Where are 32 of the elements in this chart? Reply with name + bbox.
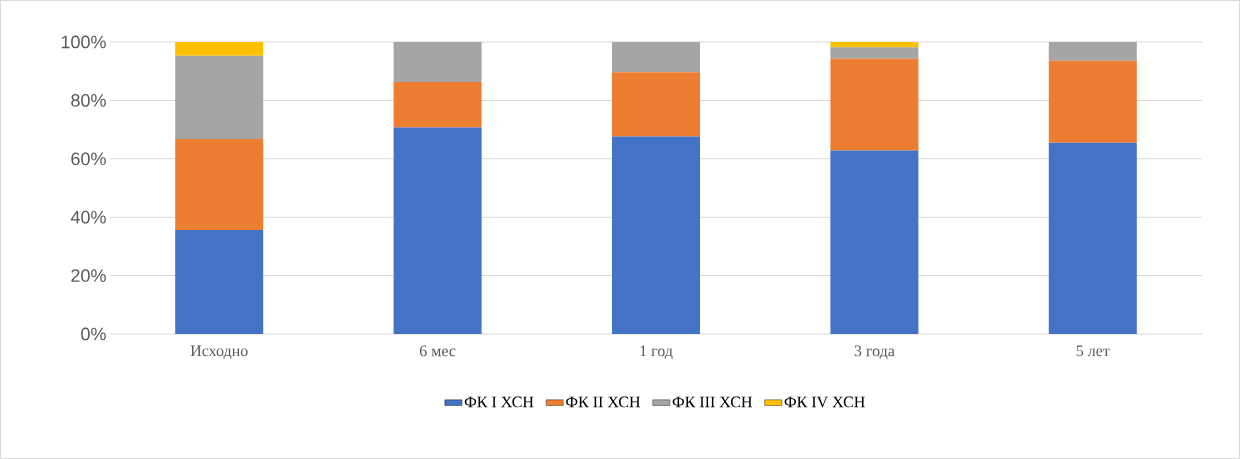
- bar: [612, 42, 700, 73]
- bar: [175, 138, 264, 231]
- y-tick-label: 40%: [70, 210, 106, 224]
- bar: [393, 42, 482, 82]
- bar: [393, 82, 482, 128]
- legend-label: ФК II ХСН: [566, 396, 641, 408]
- legend-label: ФК IV ХСН: [784, 396, 865, 408]
- bar: [1048, 42, 1137, 61]
- bar: [830, 47, 919, 59]
- bar: [612, 72, 700, 137]
- x-tick-label: 3 года: [854, 345, 895, 360]
- bar: [393, 127, 482, 334]
- y-tick-label: 20%: [71, 269, 106, 282]
- bar: [175, 230, 264, 334]
- bar: [830, 150, 919, 334]
- legend-label: ФК III ХСН: [672, 396, 753, 408]
- x-tick-label: 5 лет: [1076, 345, 1110, 357]
- x-tick-label: 6 мес: [419, 345, 456, 357]
- x-tick-label: 1 год: [640, 345, 673, 360]
- bar: [830, 58, 919, 151]
- bar: [175, 55, 264, 139]
- y-tick-label: 100%: [61, 35, 106, 49]
- bar: [1048, 60, 1137, 143]
- y-tick-label: 0%: [81, 327, 106, 341]
- bar: [830, 42, 919, 48]
- bar: [175, 42, 264, 56]
- bar: [1048, 142, 1137, 334]
- legend-label: ФК I ХСН: [464, 396, 534, 408]
- y-tick-label: 80%: [71, 94, 106, 107]
- bar: [612, 136, 700, 334]
- x-tick-label: Исходно: [190, 345, 248, 360]
- y-tick-label: 60%: [71, 152, 106, 166]
